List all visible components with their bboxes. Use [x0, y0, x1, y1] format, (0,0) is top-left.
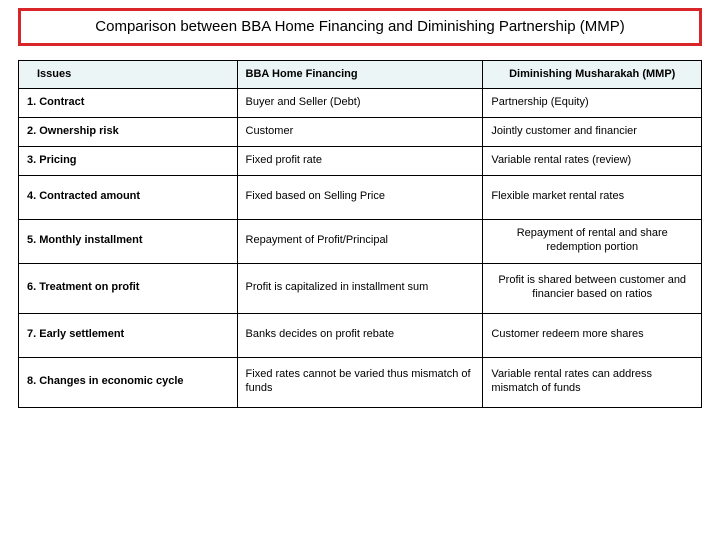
table-header-row: Issues BBA Home Financing Diminishing Mu…: [19, 60, 702, 89]
table-row: 3. PricingFixed profit rateVariable rent…: [19, 146, 702, 175]
issue-cell: 4. Contracted amount: [19, 175, 238, 219]
col-header-issues: Issues: [19, 60, 238, 89]
col-header-mmp: Diminishing Musharakah (MMP): [483, 60, 702, 89]
comparison-table: Issues BBA Home Financing Diminishing Mu…: [18, 60, 702, 408]
issue-cell: 7. Early settlement: [19, 313, 238, 357]
bba-cell: Repayment of Profit/Principal: [237, 219, 483, 263]
table-row: 2. Ownership riskCustomerJointly custome…: [19, 118, 702, 147]
issue-cell: 2. Ownership risk: [19, 118, 238, 147]
table-row: 6. Treatment on profitProfit is capitali…: [19, 263, 702, 313]
mmp-cell: Variable rental rates can address mismat…: [483, 357, 702, 407]
bba-cell: Fixed based on Selling Price: [237, 175, 483, 219]
table-row: 7. Early settlementBanks decides on prof…: [19, 313, 702, 357]
mmp-cell: Customer redeem more shares: [483, 313, 702, 357]
bba-cell: Buyer and Seller (Debt): [237, 89, 483, 118]
mmp-cell: Jointly customer and financier: [483, 118, 702, 147]
bba-cell: Fixed profit rate: [237, 146, 483, 175]
mmp-cell: Variable rental rates (review): [483, 146, 702, 175]
mmp-cell: Partnership (Equity): [483, 89, 702, 118]
col-header-bba: BBA Home Financing: [237, 60, 483, 89]
issue-cell: 3. Pricing: [19, 146, 238, 175]
bba-cell: Fixed rates cannot be varied thus mismat…: [237, 357, 483, 407]
issue-cell: 5. Monthly installment: [19, 219, 238, 263]
table-row: 8. Changes in economic cycleFixed rates …: [19, 357, 702, 407]
bba-cell: Banks decides on profit rebate: [237, 313, 483, 357]
table-row: 1. ContractBuyer and Seller (Debt)Partne…: [19, 89, 702, 118]
bba-cell: Profit is capitalized in installment sum: [237, 263, 483, 313]
issue-cell: 6. Treatment on profit: [19, 263, 238, 313]
mmp-cell: Profit is shared between customer and fi…: [483, 263, 702, 313]
title-container: Comparison between BBA Home Financing an…: [18, 8, 702, 46]
issue-cell: 1. Contract: [19, 89, 238, 118]
table-row: 4. Contracted amountFixed based on Selli…: [19, 175, 702, 219]
page-title: Comparison between BBA Home Financing an…: [31, 17, 689, 37]
table-body: 1. ContractBuyer and Seller (Debt)Partne…: [19, 89, 702, 407]
issue-cell: 8. Changes in economic cycle: [19, 357, 238, 407]
mmp-cell: Flexible market rental rates: [483, 175, 702, 219]
bba-cell: Customer: [237, 118, 483, 147]
table-row: 5. Monthly installmentRepayment of Profi…: [19, 219, 702, 263]
mmp-cell: Repayment of rental and share redemption…: [483, 219, 702, 263]
